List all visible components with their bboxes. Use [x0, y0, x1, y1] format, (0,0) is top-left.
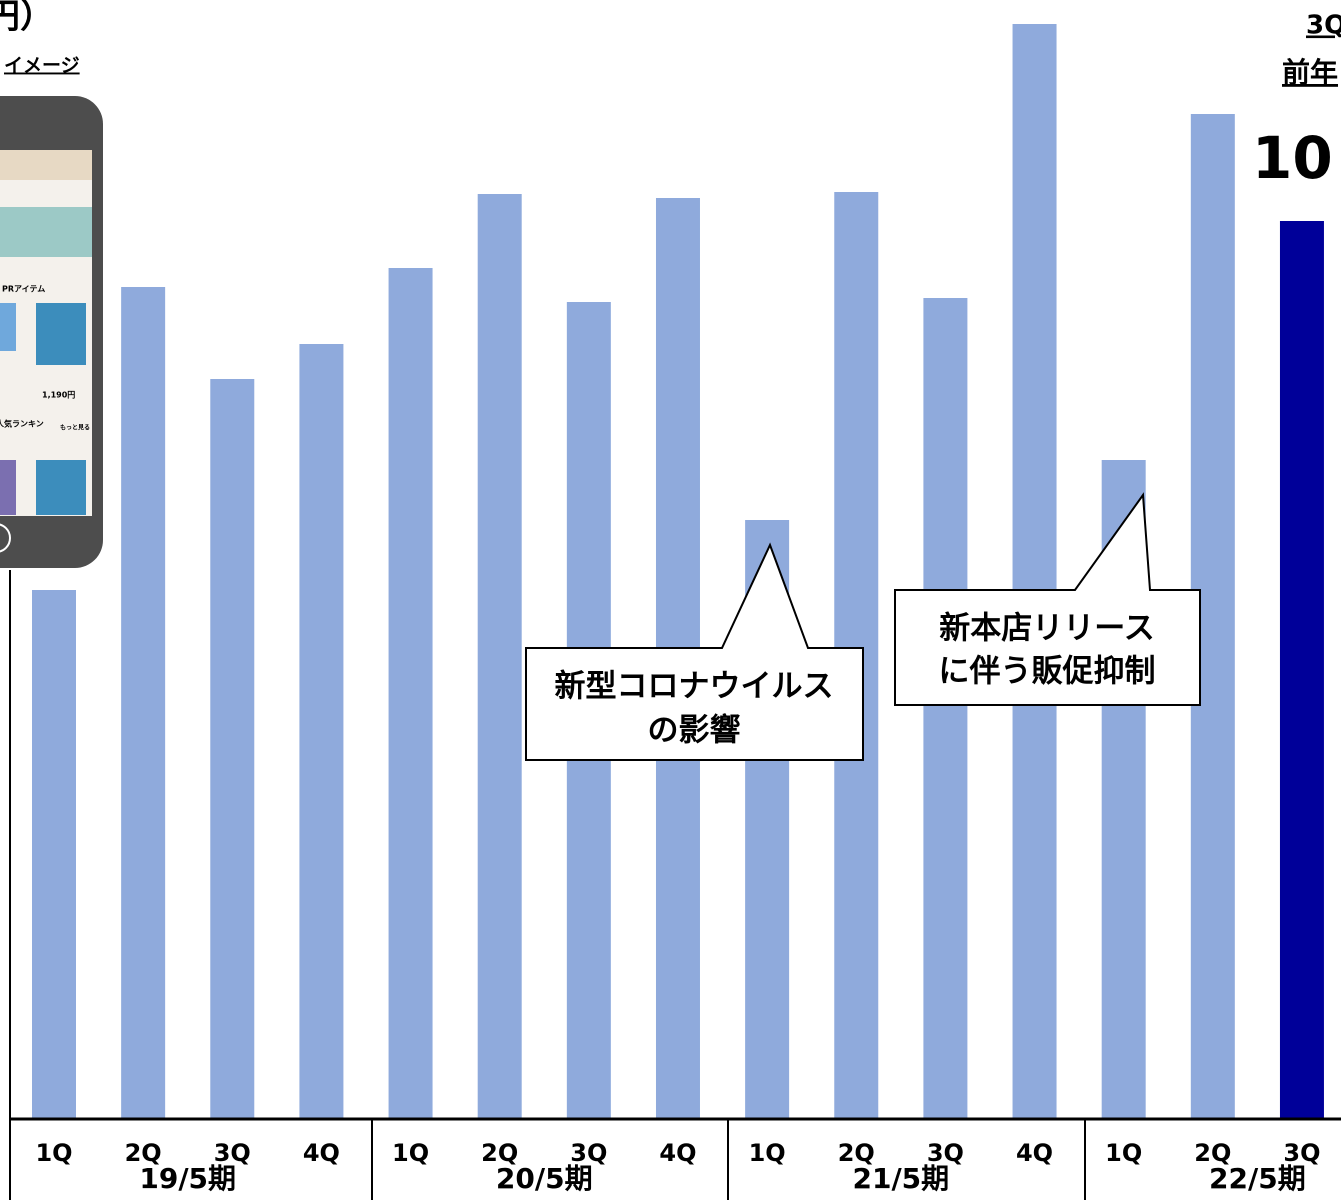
x-tick-label: 3Q [214, 1139, 251, 1167]
callout [894, 492, 1201, 706]
x-tick-label: 2Q [1194, 1139, 1231, 1167]
phone-text: もっと見る [60, 424, 90, 432]
image-caption: イメージ [4, 55, 80, 77]
bar [388, 268, 433, 1118]
bar [1012, 24, 1057, 1118]
phone-text: PRアイテム [2, 285, 45, 294]
bar [477, 194, 522, 1118]
callout-text: に伴う販促抑制 [939, 654, 1156, 690]
callout-text: の影響 [648, 713, 741, 749]
x-tick-label: 1Q [35, 1139, 72, 1167]
bar [121, 287, 166, 1118]
bar [210, 379, 255, 1118]
period-label: 19/5期 [139, 1162, 236, 1195]
x-tick-label: 2Q [481, 1139, 518, 1167]
x-tick-label: 2Q [838, 1139, 875, 1167]
highlight-value: 10 [1252, 124, 1333, 192]
bar [1279, 221, 1324, 1118]
period-label: 20/5期 [496, 1162, 593, 1195]
highlight-sublabel: 前年 [1282, 56, 1338, 89]
x-tick-label: 4Q [1016, 1139, 1053, 1167]
callout [525, 542, 864, 761]
x-tick-label: 1Q [749, 1139, 786, 1167]
phone-text: 1,190円 [42, 391, 75, 400]
callout-text: 新本店リリース [939, 611, 1154, 647]
bar [32, 590, 76, 1118]
phone-text: 人気ランキン [0, 419, 44, 429]
bar [299, 344, 344, 1118]
x-tick-label: 1Q [392, 1139, 429, 1167]
title-fragment: 円） [0, 0, 54, 37]
phone: PRアイテム 1,190円 人気ランキン もっと見る [0, 96, 103, 568]
x-tick-label: 4Q [303, 1139, 340, 1167]
period-label: 21/5期 [852, 1162, 949, 1195]
callout-text: 新型コロナウイルス [555, 669, 834, 705]
x-tick-label: 2Q [125, 1139, 162, 1167]
highlight-label: 3Q [1306, 11, 1341, 41]
x-tick-label: 4Q [659, 1139, 696, 1167]
x-tick-label: 3Q [1283, 1139, 1320, 1167]
x-tick-label: 1Q [1105, 1139, 1142, 1167]
bar [923, 298, 968, 1118]
x-tick-label: 3Q [927, 1139, 964, 1167]
period-label: 22/5期 [1209, 1162, 1306, 1195]
x-tick-label: 3Q [570, 1139, 607, 1167]
